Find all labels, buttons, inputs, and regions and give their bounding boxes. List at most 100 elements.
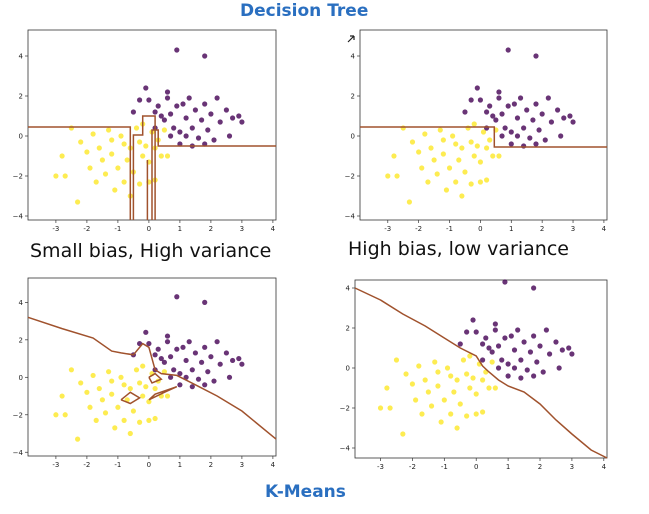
point-class0 [416, 363, 422, 369]
decision-boundary [148, 385, 178, 401]
point-class0 [75, 436, 81, 442]
point-class1 [230, 115, 236, 121]
point-class0 [471, 153, 477, 159]
point-class0 [161, 369, 167, 375]
point-class1 [161, 117, 167, 123]
point-class1 [479, 341, 486, 347]
point-class0 [164, 393, 171, 399]
y-tick-label: 4 [19, 299, 24, 307]
point-class1 [536, 127, 542, 133]
kmeans-overfit-chart: -3 -2 -1 0 1 2 3 4 −4 −2 0 2 4 [13, 277, 277, 469]
point-class0 [492, 385, 498, 391]
point-class0 [127, 430, 133, 437]
plot-area [27, 277, 277, 457]
point-class1 [174, 103, 180, 109]
point-class1 [569, 351, 575, 357]
x-tick-label: 2 [209, 461, 213, 469]
point-class0 [161, 127, 167, 133]
point-class0 [483, 145, 490, 151]
x-tick-label: 4 [271, 461, 276, 469]
x-tick-label: -1 [446, 225, 453, 233]
point-class1 [502, 279, 508, 285]
point-class1 [130, 109, 136, 115]
point-class1 [211, 137, 217, 143]
point-class1 [493, 117, 499, 123]
point-class0 [454, 377, 460, 383]
point-class0 [152, 385, 158, 392]
point-class1 [158, 113, 164, 119]
point-class1 [502, 125, 508, 131]
point-class1 [556, 365, 562, 371]
page-title: Decision Tree [240, 1, 369, 21]
point-class0 [477, 159, 484, 165]
point-class1 [214, 95, 220, 101]
point-class0 [409, 139, 416, 145]
point-class0 [112, 187, 118, 193]
point-class1 [202, 382, 208, 388]
point-class1 [486, 345, 492, 351]
x-tick-label: 2 [538, 463, 542, 471]
point-class1 [180, 101, 186, 107]
point-class0 [453, 179, 459, 185]
point-class0 [400, 125, 406, 131]
point-class0 [470, 375, 476, 381]
point-class1 [189, 384, 195, 390]
point-class0 [477, 179, 484, 185]
point-class1 [462, 109, 468, 115]
point-class0 [127, 385, 133, 392]
point-class1 [537, 343, 543, 349]
point-class0 [409, 381, 416, 387]
point-class0 [137, 419, 143, 425]
point-class0 [467, 353, 473, 359]
x-tick-label: -2 [415, 225, 422, 233]
x-tick-label: 1 [178, 461, 182, 469]
point-class1 [464, 329, 470, 335]
point-class1 [143, 329, 149, 335]
point-class1 [499, 111, 505, 117]
point-class1 [533, 141, 539, 147]
y-tick-label: 4 [351, 53, 356, 61]
cursor-arrow-icon [347, 35, 355, 43]
point-class1 [143, 85, 149, 91]
point-class1 [495, 343, 502, 349]
point-class1 [208, 354, 214, 360]
point-class1 [180, 344, 186, 350]
point-class1 [483, 125, 490, 131]
point-class0 [479, 409, 486, 415]
point-class1 [146, 340, 152, 347]
point-class1 [164, 95, 171, 101]
point-class1 [202, 299, 208, 305]
point-class1 [558, 133, 564, 139]
x-tick-label: 3 [240, 461, 244, 469]
point-class1 [517, 95, 524, 101]
point-class1 [521, 339, 527, 345]
point-class0 [59, 153, 65, 159]
point-class0 [440, 151, 446, 157]
point-class0 [377, 405, 384, 411]
point-class1 [521, 143, 527, 149]
point-class1 [168, 111, 174, 117]
kmeans-underfit-chart: -3 -2 -1 0 1 2 3 4 −4 −2 0 2 4 [340, 279, 608, 471]
point-class0 [133, 367, 140, 373]
y-tick-label: −2 [13, 411, 23, 419]
point-class0 [483, 177, 490, 183]
point-class1 [533, 101, 539, 107]
point-class1 [202, 53, 208, 59]
point-class0 [448, 411, 454, 417]
decision-boundary [151, 129, 276, 220]
point-class0 [102, 410, 109, 416]
point-class0 [422, 377, 428, 383]
x-tick-label: -1 [114, 461, 121, 469]
point-class0 [84, 389, 90, 395]
point-class0 [446, 165, 453, 171]
x-tick-label: -2 [83, 461, 90, 469]
point-class1 [477, 97, 484, 103]
y-tick-label: −4 [13, 449, 24, 457]
point-class1 [518, 375, 524, 381]
point-class0 [137, 181, 143, 187]
point-class1 [174, 294, 180, 300]
caption-high-bias: High bias, low variance [348, 238, 569, 260]
point-class0 [137, 380, 143, 386]
point-class1 [546, 351, 553, 357]
point-class1 [226, 374, 233, 380]
